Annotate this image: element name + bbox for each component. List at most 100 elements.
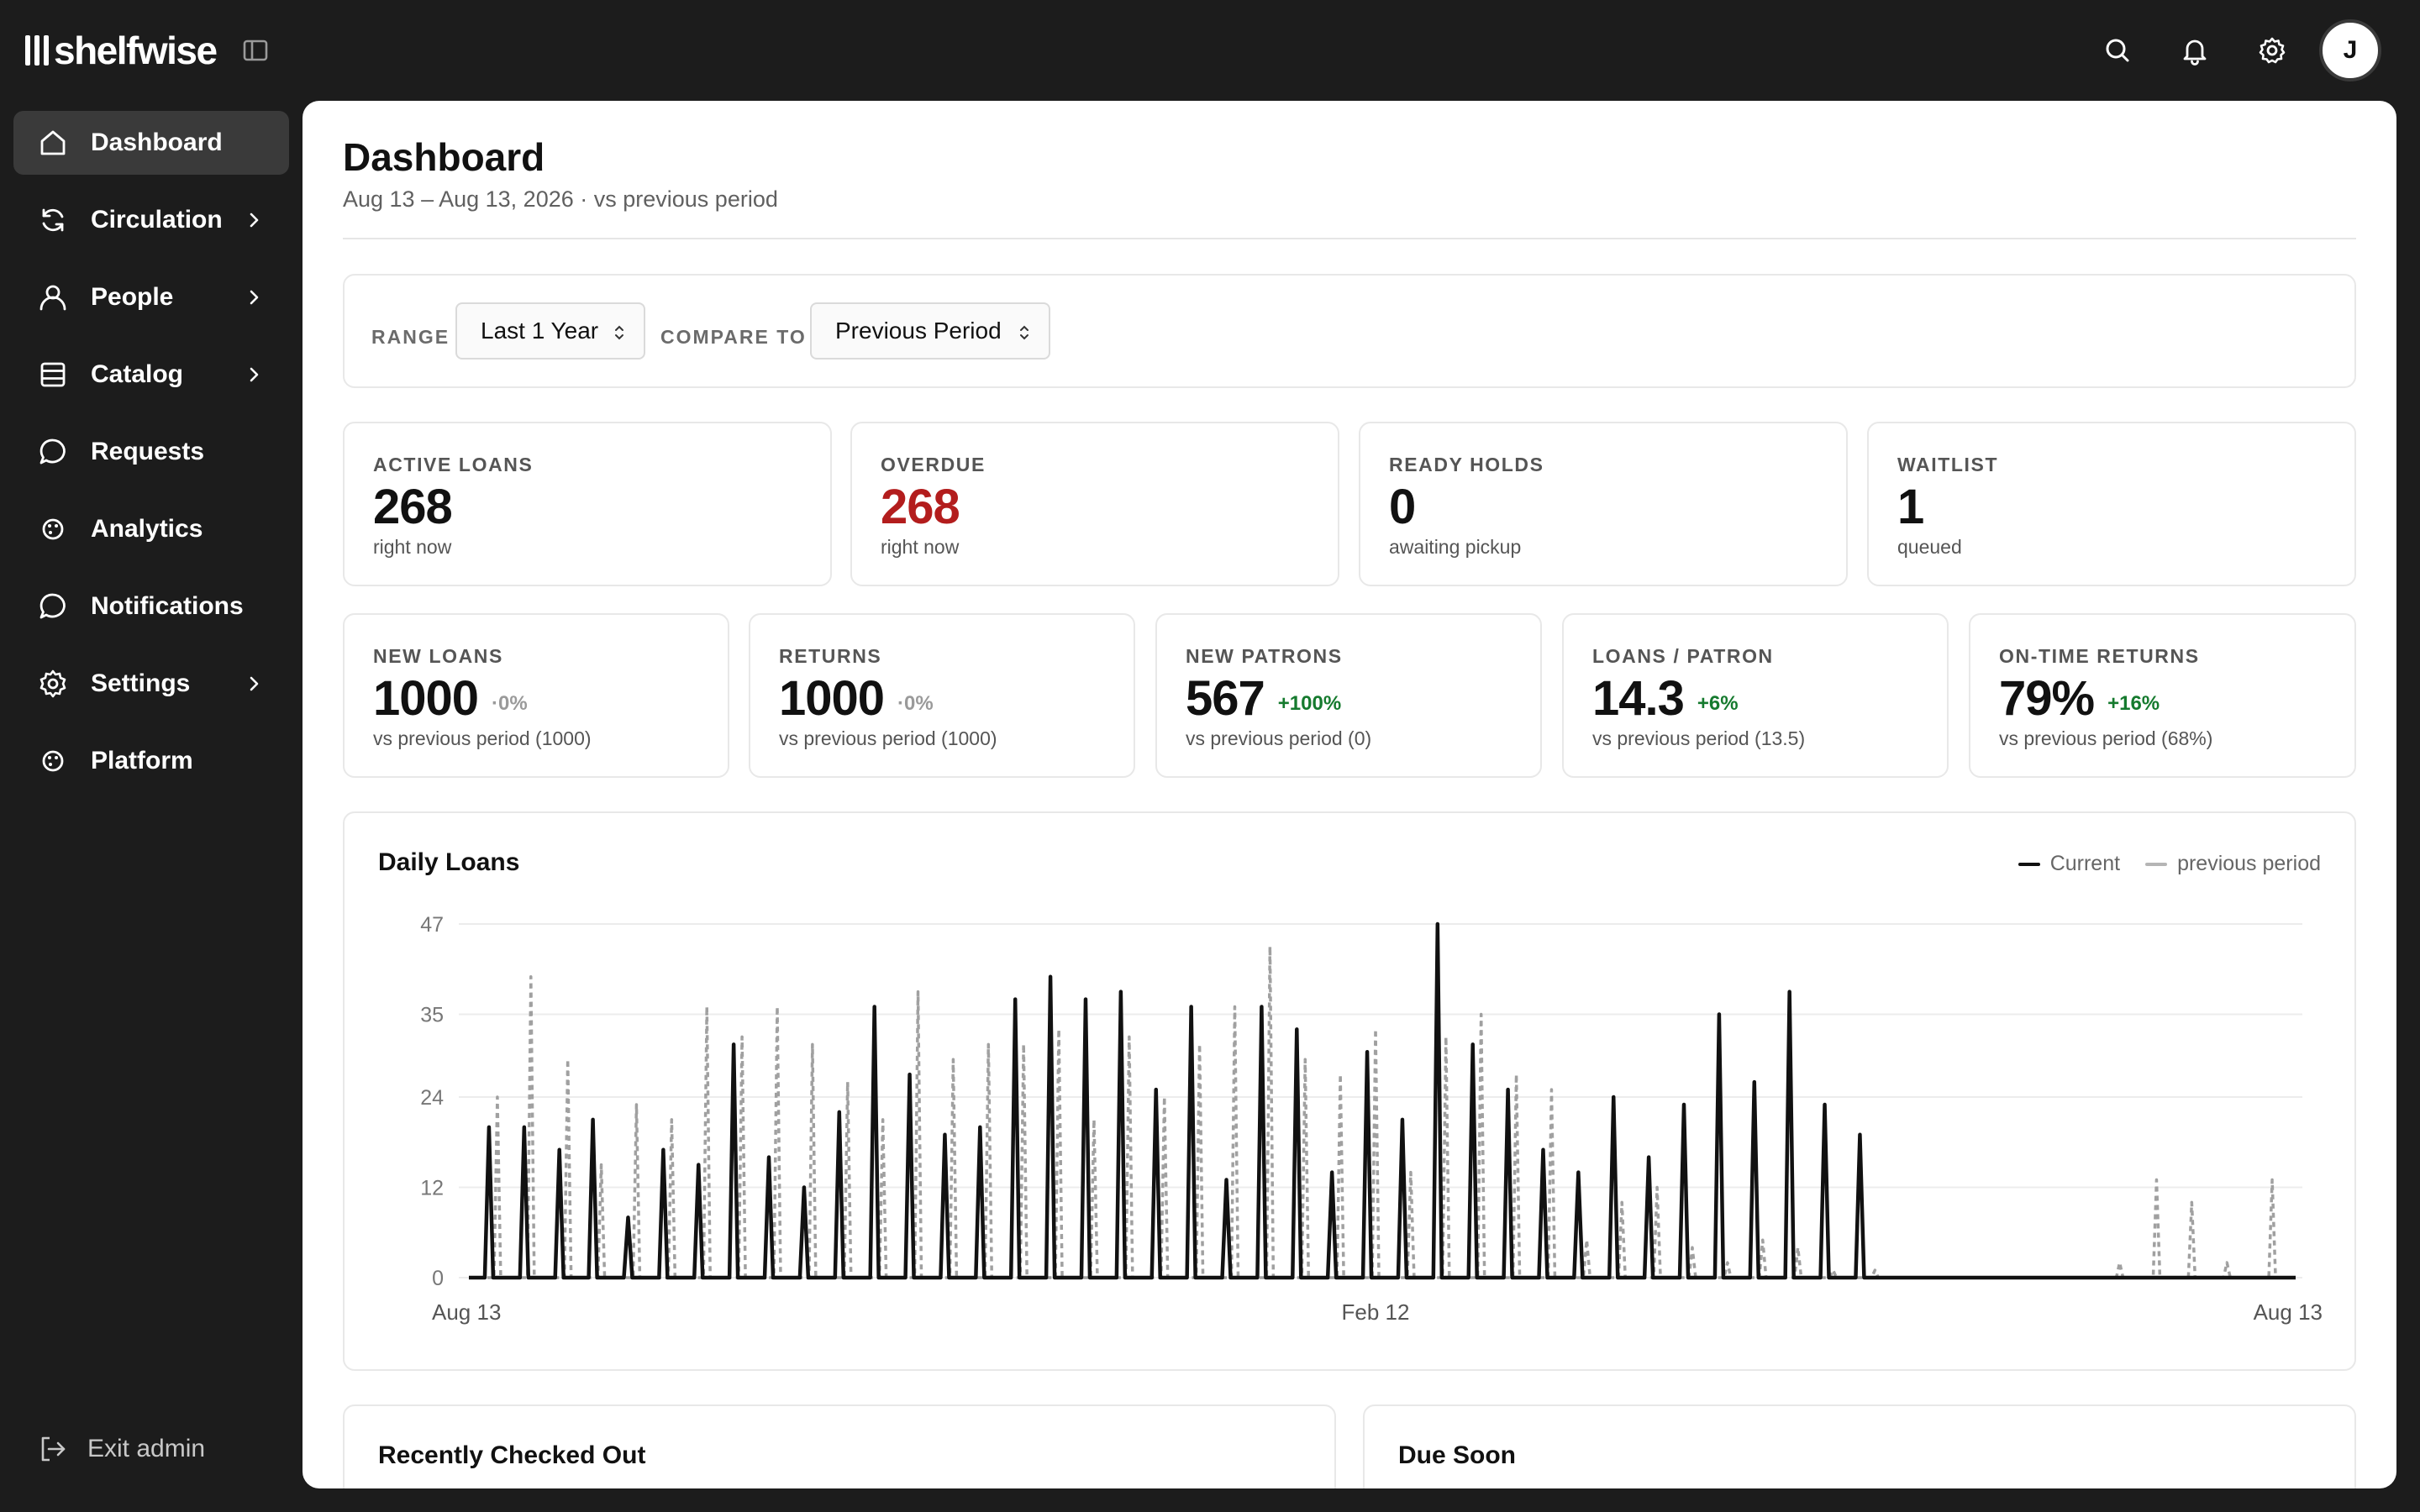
stat-label: LOANS / PATRON	[1592, 645, 1774, 667]
stat-delta: ·0%	[492, 692, 528, 715]
stat-card-ready-holds: READY HOLDS 0 awaiting pickup	[1359, 422, 1848, 586]
chat-icon	[39, 593, 66, 619]
y-tick-label: 12	[420, 1177, 444, 1200]
sidebar-toggle-icon[interactable]	[242, 37, 269, 64]
range-select-value: Last 1 Year	[481, 318, 599, 344]
page-subtitle: Aug 13 – Aug 13, 2026 · vs previous peri…	[343, 186, 778, 212]
home-icon	[40, 130, 66, 155]
sidebar-item-dashboard[interactable]: Dashboard	[13, 111, 289, 175]
card-title: Recently Checked Out	[378, 1441, 646, 1469]
stat-label: ACTIVE LOANS	[373, 454, 534, 475]
sidebar-item-analytics[interactable]: Analytics	[13, 497, 289, 561]
bell-icon[interactable]	[2178, 34, 2212, 67]
daily-loans-chart: 0 12 24 35 47 Aug 13 Feb 12 Aug 13	[420, 913, 2323, 1325]
stat-caption: queued	[1897, 536, 1962, 558]
chevron-right-icon	[250, 290, 259, 305]
legend-item-current[interactable]: Current	[2018, 852, 2120, 876]
palette-icon	[42, 750, 64, 772]
stat-caption: vs previous period (68%)	[1999, 727, 2213, 749]
stat-value-row: 14.3 +6%	[1592, 670, 1739, 727]
range-select[interactable]: Last 1 Year	[455, 302, 645, 360]
stat-card-loans-per-patron: LOANS / PATRON 14.3 +6% vs previous perio…	[1562, 613, 1949, 778]
daily-loans-chart-card: 0 12 24 35 47 Aug 13 Feb 12 Aug 13 Daily Loans …	[343, 811, 2356, 1371]
legend-swatch	[2018, 862, 2040, 866]
stat-caption: vs previous period (13.5)	[1592, 727, 1806, 749]
compare-label: COMPARE TO	[660, 326, 807, 348]
stat-caption: vs previous period (1000)	[779, 727, 997, 749]
chat-icon	[39, 438, 66, 465]
stat-delta: ·0%	[897, 692, 934, 715]
stat-label: NEW PATRONS	[1186, 645, 1343, 667]
stat-caption: vs previous period (0)	[1186, 727, 1372, 749]
stat-card-new-patrons: NEW PATRONS 567 +100% vs previous period …	[1155, 613, 1542, 778]
page-title: Dashboard	[343, 135, 545, 179]
chevron-right-icon	[250, 676, 259, 691]
stat-value-row: 79% +16%	[1999, 670, 2160, 727]
y-tick-label: 47	[420, 913, 444, 937]
chevron-right-icon	[250, 367, 259, 382]
stat-value: 1	[1897, 480, 1924, 534]
sidebar: Dashboard Circulation People Catalog	[0, 101, 302, 1512]
compare-select[interactable]: Previous Period	[810, 302, 1050, 360]
chart-title: Daily Loans	[378, 848, 520, 876]
logo-mark-icon	[25, 34, 49, 67]
stat-label: RETURNS	[779, 645, 882, 667]
due-soon-card: Due Soon	[1363, 1404, 2356, 1488]
palette-icon	[42, 518, 64, 540]
recently-checked-out-card: Recently Checked Out	[343, 1404, 1336, 1488]
stat-caption: right now	[373, 536, 452, 558]
sidebar-item-catalog[interactable]: Catalog	[13, 343, 289, 407]
stat-card-new-loans: NEW LOANS 1000 ·0% vs previous period (10…	[343, 613, 729, 778]
card-title: Due Soon	[1398, 1441, 1516, 1469]
stat-label: READY HOLDS	[1389, 454, 1544, 475]
app-name: shelfwise	[54, 29, 218, 72]
compare-select-value: Previous Period	[835, 318, 1002, 344]
user-avatar[interactable]: J	[2319, 19, 2381, 81]
stat-delta: +100%	[1277, 692, 1342, 715]
legend-label: Current	[2049, 852, 2121, 875]
sidebar-item-settings[interactable]: Settings	[13, 652, 289, 716]
sort-caret-icon	[615, 325, 623, 340]
sidebar-item-people[interactable]: People	[13, 265, 289, 329]
stat-value: 14.3	[1592, 671, 1685, 726]
x-tick-label: Aug 13	[2254, 1299, 2323, 1325]
app-logo[interactable]: shelfwise	[25, 29, 218, 72]
stat-delta: +6%	[1697, 692, 1739, 715]
stat-card-on-time-returns: ON-TIME RETURNS 79% +16% vs previous peri…	[1969, 613, 2356, 778]
sidebar-item-notifications[interactable]: Notifications	[13, 575, 289, 638]
exit-admin-button[interactable]: Exit admin	[13, 1420, 289, 1478]
series-line-previous-period	[469, 945, 2296, 1279]
sidebar-item-circulation[interactable]: Circulation	[13, 188, 289, 252]
x-tick-label: Aug 13	[432, 1299, 501, 1325]
chart-legend: Current previous period	[2007, 852, 2321, 876]
filter-bar: RANGE Last 1 Year COMPARE TO Previous Pe…	[343, 274, 2356, 388]
sort-caret-icon	[1020, 325, 1028, 340]
stat-caption: vs previous period (1000)	[373, 727, 592, 749]
sidebar-item-platform[interactable]: Platform	[13, 729, 289, 793]
legend-label: previous period	[2177, 852, 2321, 875]
stat-card-active-loans: ACTIVE LOANS 268 right now	[343, 422, 832, 586]
stat-caption: awaiting pickup	[1389, 536, 1522, 558]
stat-card-waitlist: WAITLIST 1 queued	[1867, 422, 2356, 586]
search-icon[interactable]	[2101, 34, 2134, 67]
legend-item-previous[interactable]: previous period	[2145, 852, 2321, 876]
stat-card-overdue: OVERDUE 268 right now	[850, 422, 1339, 586]
database-icon	[40, 362, 66, 387]
stat-value: 1000	[779, 671, 885, 726]
stat-value: 268	[881, 480, 960, 534]
person-icon	[39, 285, 66, 311]
main-panel: Dashboard Aug 13 – Aug 13, 2026 · vs pre…	[302, 101, 2396, 1488]
y-tick-label: 0	[432, 1267, 444, 1290]
gear-icon[interactable]	[2255, 34, 2289, 67]
stat-label: ON-TIME RETURNS	[1999, 645, 2200, 667]
stat-label: OVERDUE	[881, 454, 986, 475]
x-tick-label: Feb 12	[1342, 1299, 1410, 1325]
range-label: RANGE	[371, 326, 450, 348]
gear-icon	[39, 669, 66, 698]
chevron-right-icon	[250, 213, 259, 228]
stat-label: NEW LOANS	[373, 645, 503, 667]
logout-icon	[41, 1436, 66, 1462]
top-bar: shelfwise J	[0, 0, 2420, 101]
sidebar-item-requests[interactable]: Requests	[13, 420, 289, 484]
y-tick-label: 24	[420, 1086, 444, 1110]
